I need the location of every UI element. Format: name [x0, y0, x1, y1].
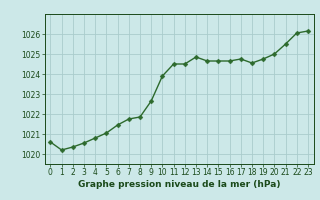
X-axis label: Graphe pression niveau de la mer (hPa): Graphe pression niveau de la mer (hPa) [78, 180, 280, 189]
